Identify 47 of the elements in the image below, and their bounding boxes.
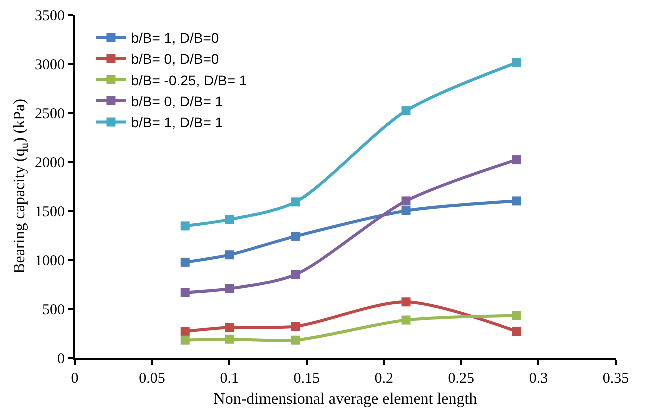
legend-label: b/B= 1, D/B=0 [131,30,220,46]
x-tick-label: 0.15 [294,371,320,387]
y-tick-label: 3000 [35,57,65,74]
point [402,298,411,307]
point [180,336,190,345]
point [225,334,234,344]
x-axis-title: Non-dimensional average element length [214,391,478,408]
point [180,222,190,231]
x-tick-label: 0.35 [602,371,630,387]
y-tick-label: 2500 [35,106,65,122]
x-tick-label: 0.05 [139,371,166,387]
x-tick-label: 0.3 [529,371,548,387]
point [291,198,300,207]
point [180,258,190,267]
point [291,322,300,332]
point [402,206,411,216]
point [512,58,522,68]
x-tick-label: 0.25 [448,371,475,387]
y-tick-label: 2000 [35,155,65,172]
legend-label: b/B= 1, D/B= 1 [131,114,224,131]
point [402,316,411,325]
point [225,215,234,224]
point [291,232,300,241]
x-tick-label: 0 [71,371,79,387]
legend-label: b/B= 0, D/B=0 [131,51,220,68]
point [402,196,411,206]
point [225,250,234,260]
point [512,196,522,206]
point [225,284,234,294]
point [512,156,522,165]
point [402,106,411,116]
legend-label: b/B= 0, D/B= 1 [131,94,224,110]
point [512,311,522,320]
point [291,336,300,345]
point [512,327,522,336]
y-tick-label: 1000 [35,253,65,270]
x-tick-label: 0.1 [220,371,239,387]
x-tick-label: 0.2 [374,371,394,387]
point [180,327,190,336]
y-tick-label: 1500 [35,204,65,220]
point [180,288,190,298]
point [291,270,300,280]
y-tick-label: 0 [58,351,65,368]
legend-label: b/B= -0.25, D/B= 1 [131,72,248,88]
point [225,323,234,332]
y-tick-label: 500 [42,302,65,318]
y-tick-label: 3500 [35,8,65,24]
